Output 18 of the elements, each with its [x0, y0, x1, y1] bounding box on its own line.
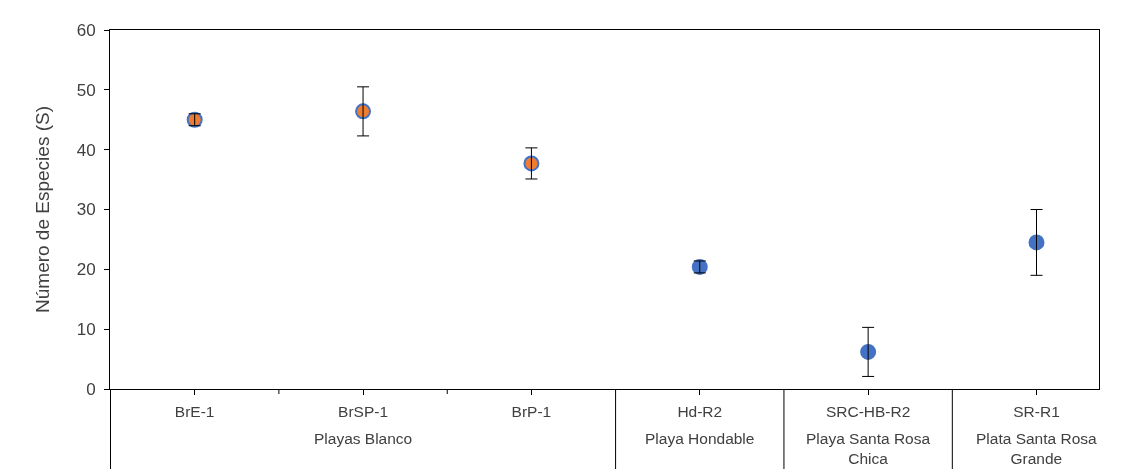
x-tick-label: SR-R1 — [1013, 402, 1060, 420]
y-tick-label: 30 — [76, 200, 96, 220]
y-tick-label: 10 — [76, 320, 96, 340]
x-tick-label: SRC-HB-R2 — [825, 402, 911, 420]
y-tick-label: 20 — [76, 260, 96, 280]
y-tick-label: 60 — [76, 20, 96, 40]
x-tick-label: Hd-R2 — [677, 402, 723, 420]
y-tick-label: 0 — [86, 379, 96, 399]
y-tick-label: 40 — [76, 140, 96, 160]
x-tick-label: BrE-1 — [174, 402, 215, 420]
text: Playas Blanco — [314, 430, 413, 447]
text: Playa Santa Rosa Chica — [806, 430, 931, 468]
y-tick-label: 50 — [76, 80, 96, 100]
text: Playa Hondable — [645, 430, 755, 447]
y-axis-title: Número de Especies (S) — [31, 106, 53, 313]
x-tick-label: BrP-1 — [511, 402, 552, 420]
x-tick-label: BrSP-1 — [338, 402, 389, 420]
text: Plata Santa Rosa Grande — [976, 430, 1098, 468]
